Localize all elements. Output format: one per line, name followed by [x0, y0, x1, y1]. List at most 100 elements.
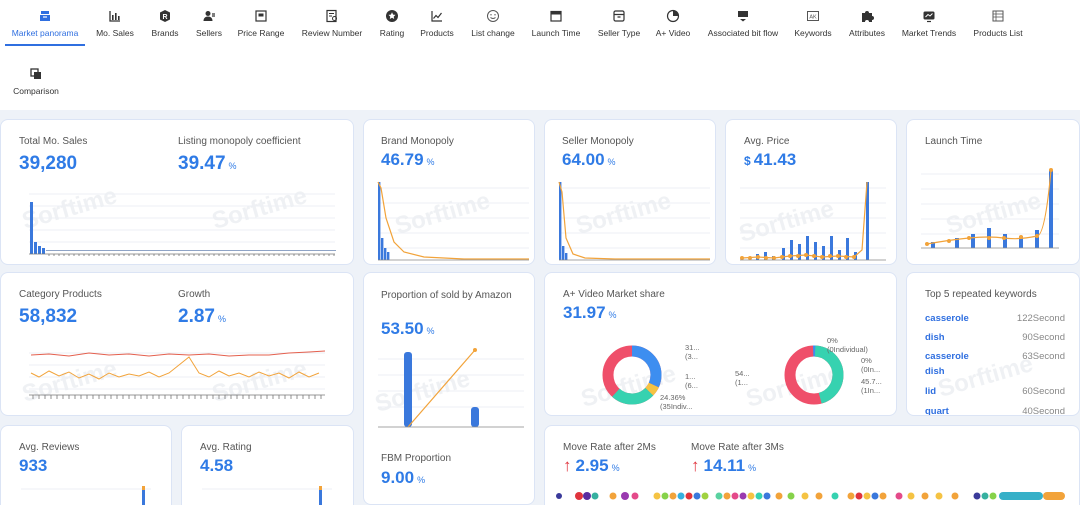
nav-rating[interactable]: Rating	[374, 0, 410, 46]
keyword-icon: AK	[807, 11, 819, 21]
nav-attributes[interactable]: Attributes	[845, 0, 889, 46]
nav-sellers[interactable]: Sellers	[192, 0, 226, 46]
nav-label: Market Trends	[901, 28, 957, 38]
card-launch-time: Launch Time Sorftime	[906, 119, 1080, 265]
keyword-count: 60Second	[1022, 386, 1065, 397]
card-avg-price: Avg. Price $41.43 Sorftime	[725, 119, 897, 265]
keyword-link[interactable]: quart	[925, 406, 949, 416]
donut2-label: (1In...	[861, 386, 881, 395]
card-seller-monopoly: Seller Monopoly 64.00% Sorftime	[544, 119, 716, 265]
product-dots	[556, 492, 1065, 500]
keyword-row[interactable]: lid 60Second	[925, 384, 1065, 400]
card-top-keywords: Top 5 repeated keywords Sorftime cassero…	[906, 272, 1080, 416]
seller-bar	[559, 182, 562, 260]
donut1-label: (3...	[685, 352, 698, 361]
box-icon	[613, 10, 625, 22]
nav-label: Mo. Sales	[96, 28, 134, 38]
donut2-label: 54...	[735, 369, 750, 378]
listing-monopoly-value: 39.47%	[178, 153, 237, 175]
arrow-up-icon: ↑	[563, 456, 572, 475]
donut2-label: (1...	[735, 378, 748, 387]
nav-label: Rating	[379, 28, 405, 38]
avg-reviews-title: Avg. Reviews	[19, 442, 80, 453]
donut2-label: 0%	[861, 356, 872, 365]
amazon-proportion-title: Proportion of sold by Amazon	[381, 290, 512, 301]
nav-brands[interactable]: R Brands	[146, 0, 184, 46]
nav-label: Keywords	[794, 28, 832, 38]
donut2-label: 0%	[827, 336, 838, 345]
nav-label: Seller Type	[597, 28, 641, 38]
nav-label: A+ Video	[655, 28, 691, 38]
nav-market-panorama[interactable]: Market panorama	[5, 0, 85, 46]
keyword-row[interactable]: dish 90Second	[925, 330, 1065, 346]
donut2-label: (0In...	[861, 365, 881, 374]
nav-seller-type[interactable]: Seller Type	[594, 0, 644, 46]
nav-mo-sales[interactable]: Mo. Sales	[91, 0, 139, 46]
nav-launch-time[interactable]: Launch Time	[528, 0, 584, 46]
keyword-link[interactable]: casserole	[925, 313, 969, 324]
keyword-row[interactable]: casserole dish 63Second	[925, 349, 1065, 381]
chart-grid	[29, 352, 325, 390]
nav-market-trends[interactable]: Market Trends	[899, 0, 959, 46]
flow-icon	[738, 11, 748, 22]
nav-label: Market panorama	[11, 28, 79, 38]
category-products-value: 58,832	[19, 306, 78, 327]
card-category-products: Category Products 58,832 Growth 2.87% So…	[0, 272, 354, 416]
keyword-link[interactable]: lid	[925, 386, 937, 397]
keyword-link[interactable]: casserole dish	[925, 351, 969, 377]
move-rate-2m-title: Move Rate after 2Ms	[563, 442, 656, 453]
seller-monopoly-number: 64.00	[562, 150, 605, 169]
video-icon	[666, 9, 680, 23]
total-sales-value: 39,280	[19, 153, 78, 174]
fbm-proportion-number: 9.00	[381, 468, 415, 487]
nav-list-change[interactable]: List change	[468, 0, 518, 46]
reviews-chart	[21, 486, 151, 505]
nav-products[interactable]: Products	[417, 0, 457, 46]
category-trend-chart	[29, 350, 326, 399]
nav-aplus-video[interactable]: A+ Video	[653, 0, 693, 46]
smile-icon	[487, 10, 499, 22]
chart-grid	[378, 358, 524, 408]
star-icon	[386, 10, 398, 22]
keyword-row[interactable]: quart 40Second	[925, 404, 1065, 416]
growth-line	[30, 356, 320, 380]
nav-products-list[interactable]: Products List	[970, 0, 1026, 46]
keyword-count: 40Second	[1022, 406, 1065, 416]
seller-monopoly-chart	[558, 181, 710, 261]
products-line	[30, 350, 326, 357]
listing-monopoly-number: 39.47	[178, 153, 226, 174]
brand-monopoly-number: 46.79	[381, 150, 424, 169]
aplus-donut-2	[784, 345, 844, 405]
keyword-row[interactable]: casserole 122Second	[925, 311, 1065, 327]
move-rate-3m-number: 14.11	[703, 456, 746, 475]
nav-review-number[interactable]: Review Number	[297, 0, 367, 46]
move-rate-3m-value: ↑ 14.11%	[691, 456, 756, 476]
keyword-link[interactable]: dish	[925, 332, 945, 343]
nav-comparison[interactable]: Comparison	[10, 58, 62, 104]
price-line-points	[740, 253, 856, 260]
amazon-bar	[404, 352, 412, 427]
fba-bar	[471, 407, 479, 427]
nav-keywords[interactable]: AK Keywords	[791, 0, 835, 46]
nav-associated-bit-flow[interactable]: Associated bit flow	[704, 0, 782, 46]
price-distribution-chart	[740, 181, 886, 261]
seller-monopoly-value: 64.00%	[562, 150, 616, 170]
card-avg-rating: Avg. Rating 4.58	[181, 425, 354, 505]
chart-grid	[29, 193, 335, 243]
percent-unit: %	[217, 314, 226, 324]
brand-monopoly-value: 46.79%	[381, 150, 435, 170]
top-keywords-title: Top 5 repeated keywords	[925, 289, 1037, 300]
brand-badge-icon: R	[160, 10, 170, 22]
nav-label: Attributes	[849, 28, 885, 38]
avg-rating-value: 4.58	[200, 456, 234, 475]
x-axis-ticks	[29, 394, 325, 399]
rating-peak	[319, 486, 322, 490]
sales-tail-bars	[46, 250, 336, 251]
rating-chart	[202, 486, 332, 505]
fbm-proportion-value: 9.00%	[381, 468, 425, 488]
nav-price-range[interactable]: Price Range	[233, 0, 289, 46]
svg-text:R: R	[162, 14, 167, 21]
launch-line-points	[925, 168, 1053, 246]
rating-bar	[319, 488, 322, 505]
brand-bar	[387, 252, 390, 260]
